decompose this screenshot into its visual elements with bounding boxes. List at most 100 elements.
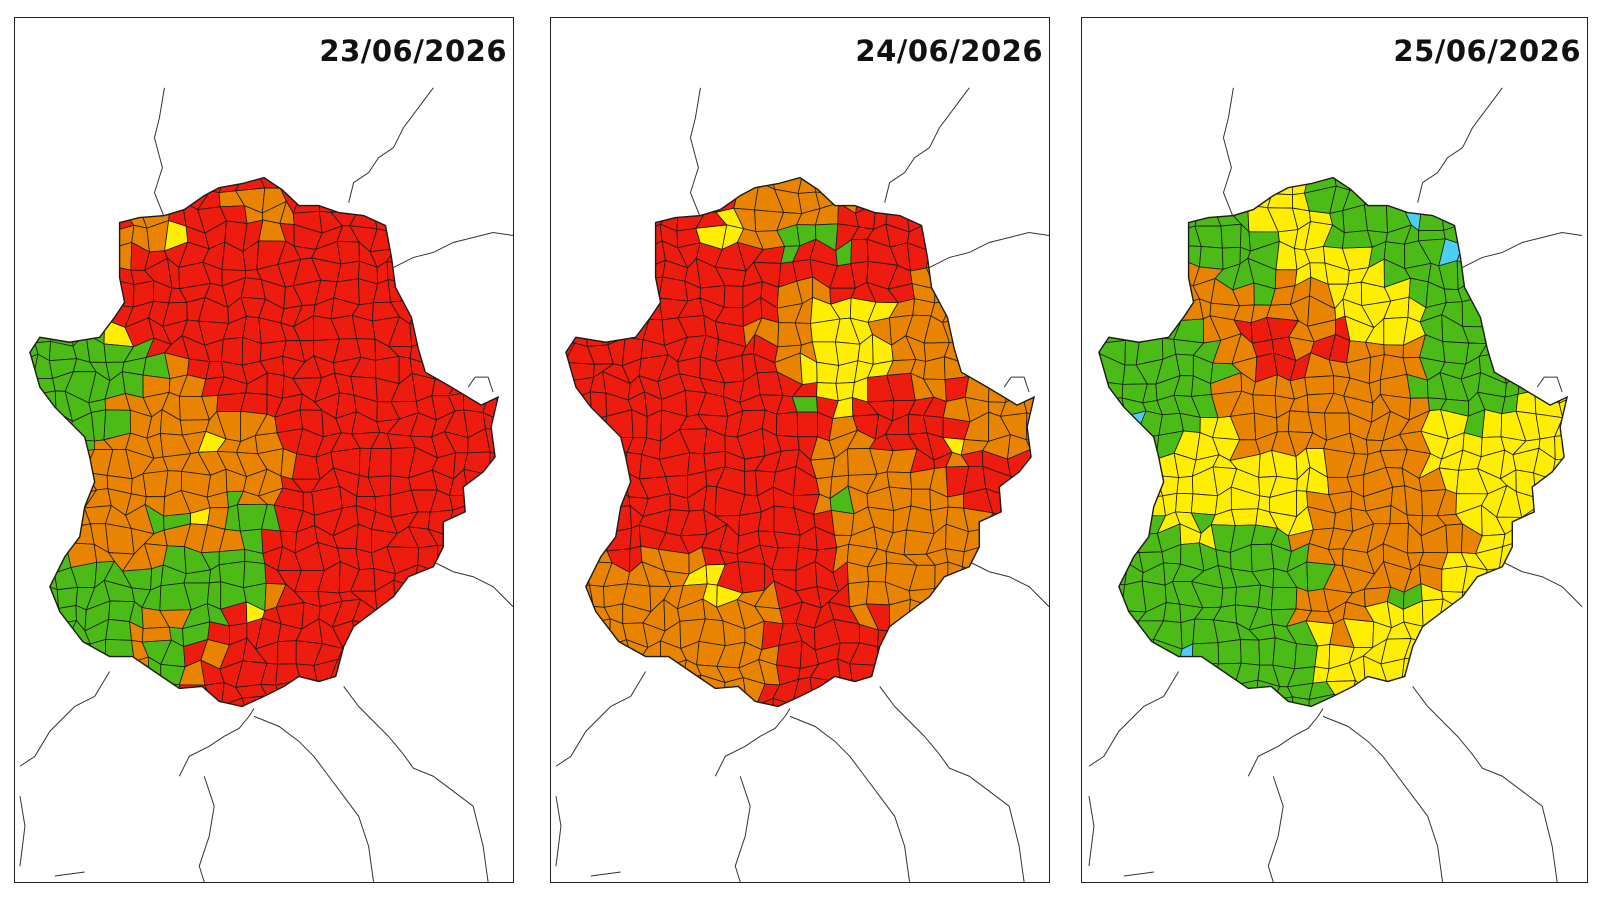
municipality-green [56,586,79,609]
boundary-line [555,671,647,767]
boundary-line [1502,561,1583,607]
municipality-green [33,561,58,591]
municipality-yellow [1331,693,1349,707]
municipality-red [1009,475,1032,498]
municipality-green [1308,693,1335,707]
municipality-orange [906,505,935,535]
municipality-orange [888,598,911,632]
municipality-green [1098,581,1126,612]
region-map-day-2 [555,87,1049,882]
municipality-red [387,279,420,303]
municipality-green [1363,186,1393,206]
boundary-line [1247,708,1324,777]
municipality-red [367,448,392,478]
boundary-line [714,708,791,777]
boundary-line [54,871,85,877]
boundary-line [1412,686,1558,882]
municipality-orange [565,584,595,610]
boundary-line [1417,87,1503,203]
municipality-orange [934,561,949,589]
boundary-line [1088,796,1095,867]
boundary-line [343,686,489,882]
boundary-line [789,715,911,882]
boundary-line [1267,776,1284,882]
municipality-orange [141,626,172,643]
municipality-yellow [1554,432,1568,460]
boundary-line [1222,87,1234,218]
municipality-green [160,681,183,706]
forecast-map-panel-day-3: 25/06/2026 [1081,17,1588,883]
municipality-green [30,604,60,625]
municipality-green [1292,696,1310,707]
municipality-green [1117,620,1140,649]
boundary-line [1123,871,1154,877]
municipality-red [796,411,819,438]
municipality-red [241,695,268,707]
municipality-green [47,619,78,647]
boundary-line [555,796,562,867]
municipality-green [1234,584,1262,608]
municipality-orange [926,245,950,269]
municipality-orange [142,470,169,498]
municipality-green [1116,324,1141,341]
boundary-line [19,671,111,767]
region-outline [1098,176,1569,708]
municipality-red [292,186,322,214]
boundary-line [433,561,513,607]
municipality-orange [83,471,109,491]
municipality-yellow [816,361,840,384]
municipality-green [1442,341,1470,365]
region-outline [29,176,500,708]
municipality-green [1418,201,1445,232]
municipality-orange [122,656,150,681]
municipality-red [336,241,360,265]
municipality-yellow [1230,508,1259,526]
boundary-line [1088,671,1180,767]
region-outline [565,176,1036,708]
boundary-line [1003,376,1030,393]
municipality-green [1134,434,1160,460]
municipality-yellow [1314,643,1331,670]
boundary-line [1322,715,1444,882]
municipality-yellow [1176,475,1194,495]
municipality-green [1125,523,1140,554]
municipality-orange [103,241,133,271]
municipality-red [413,564,439,590]
municipality-red [776,640,803,669]
municipality-red [737,560,766,594]
municipality-red [658,276,689,302]
municipality-orange [659,659,687,684]
boundary-line [929,231,1049,268]
region-map-day-1 [19,87,513,882]
boundary-line [1462,231,1583,268]
municipality-orange [588,584,605,608]
municipality-orange [830,509,855,536]
municipality-group [1098,177,1568,707]
municipality-green [1250,543,1275,573]
municipality-yellow [1481,409,1503,438]
municipality-yellow [1533,472,1564,498]
municipality-green [29,390,57,422]
municipality-green [1220,223,1242,249]
municipality-orange [1445,523,1464,554]
municipality-green [1194,203,1222,227]
municipality-green [1220,586,1237,608]
municipality-orange [847,581,870,608]
boundary-line [467,376,494,393]
municipality-green [105,618,132,641]
municipality-green [1098,562,1129,586]
boundary-line [879,686,1025,882]
municipality-yellow [1551,458,1568,480]
region-map-day-3 [1088,87,1583,882]
municipality-red [220,337,244,366]
municipality-red [623,296,650,320]
municipality-orange [1304,375,1335,396]
boundary-line [19,796,26,867]
municipality-green [1272,637,1297,670]
municipality-orange [681,674,702,700]
forecast-date-day-3: 25/06/2026 [1393,34,1581,68]
forecast-date-day-2: 24/06/2026 [855,34,1043,68]
municipality-red [566,391,593,420]
municipality-red [840,680,854,707]
municipality-green [1173,318,1205,344]
